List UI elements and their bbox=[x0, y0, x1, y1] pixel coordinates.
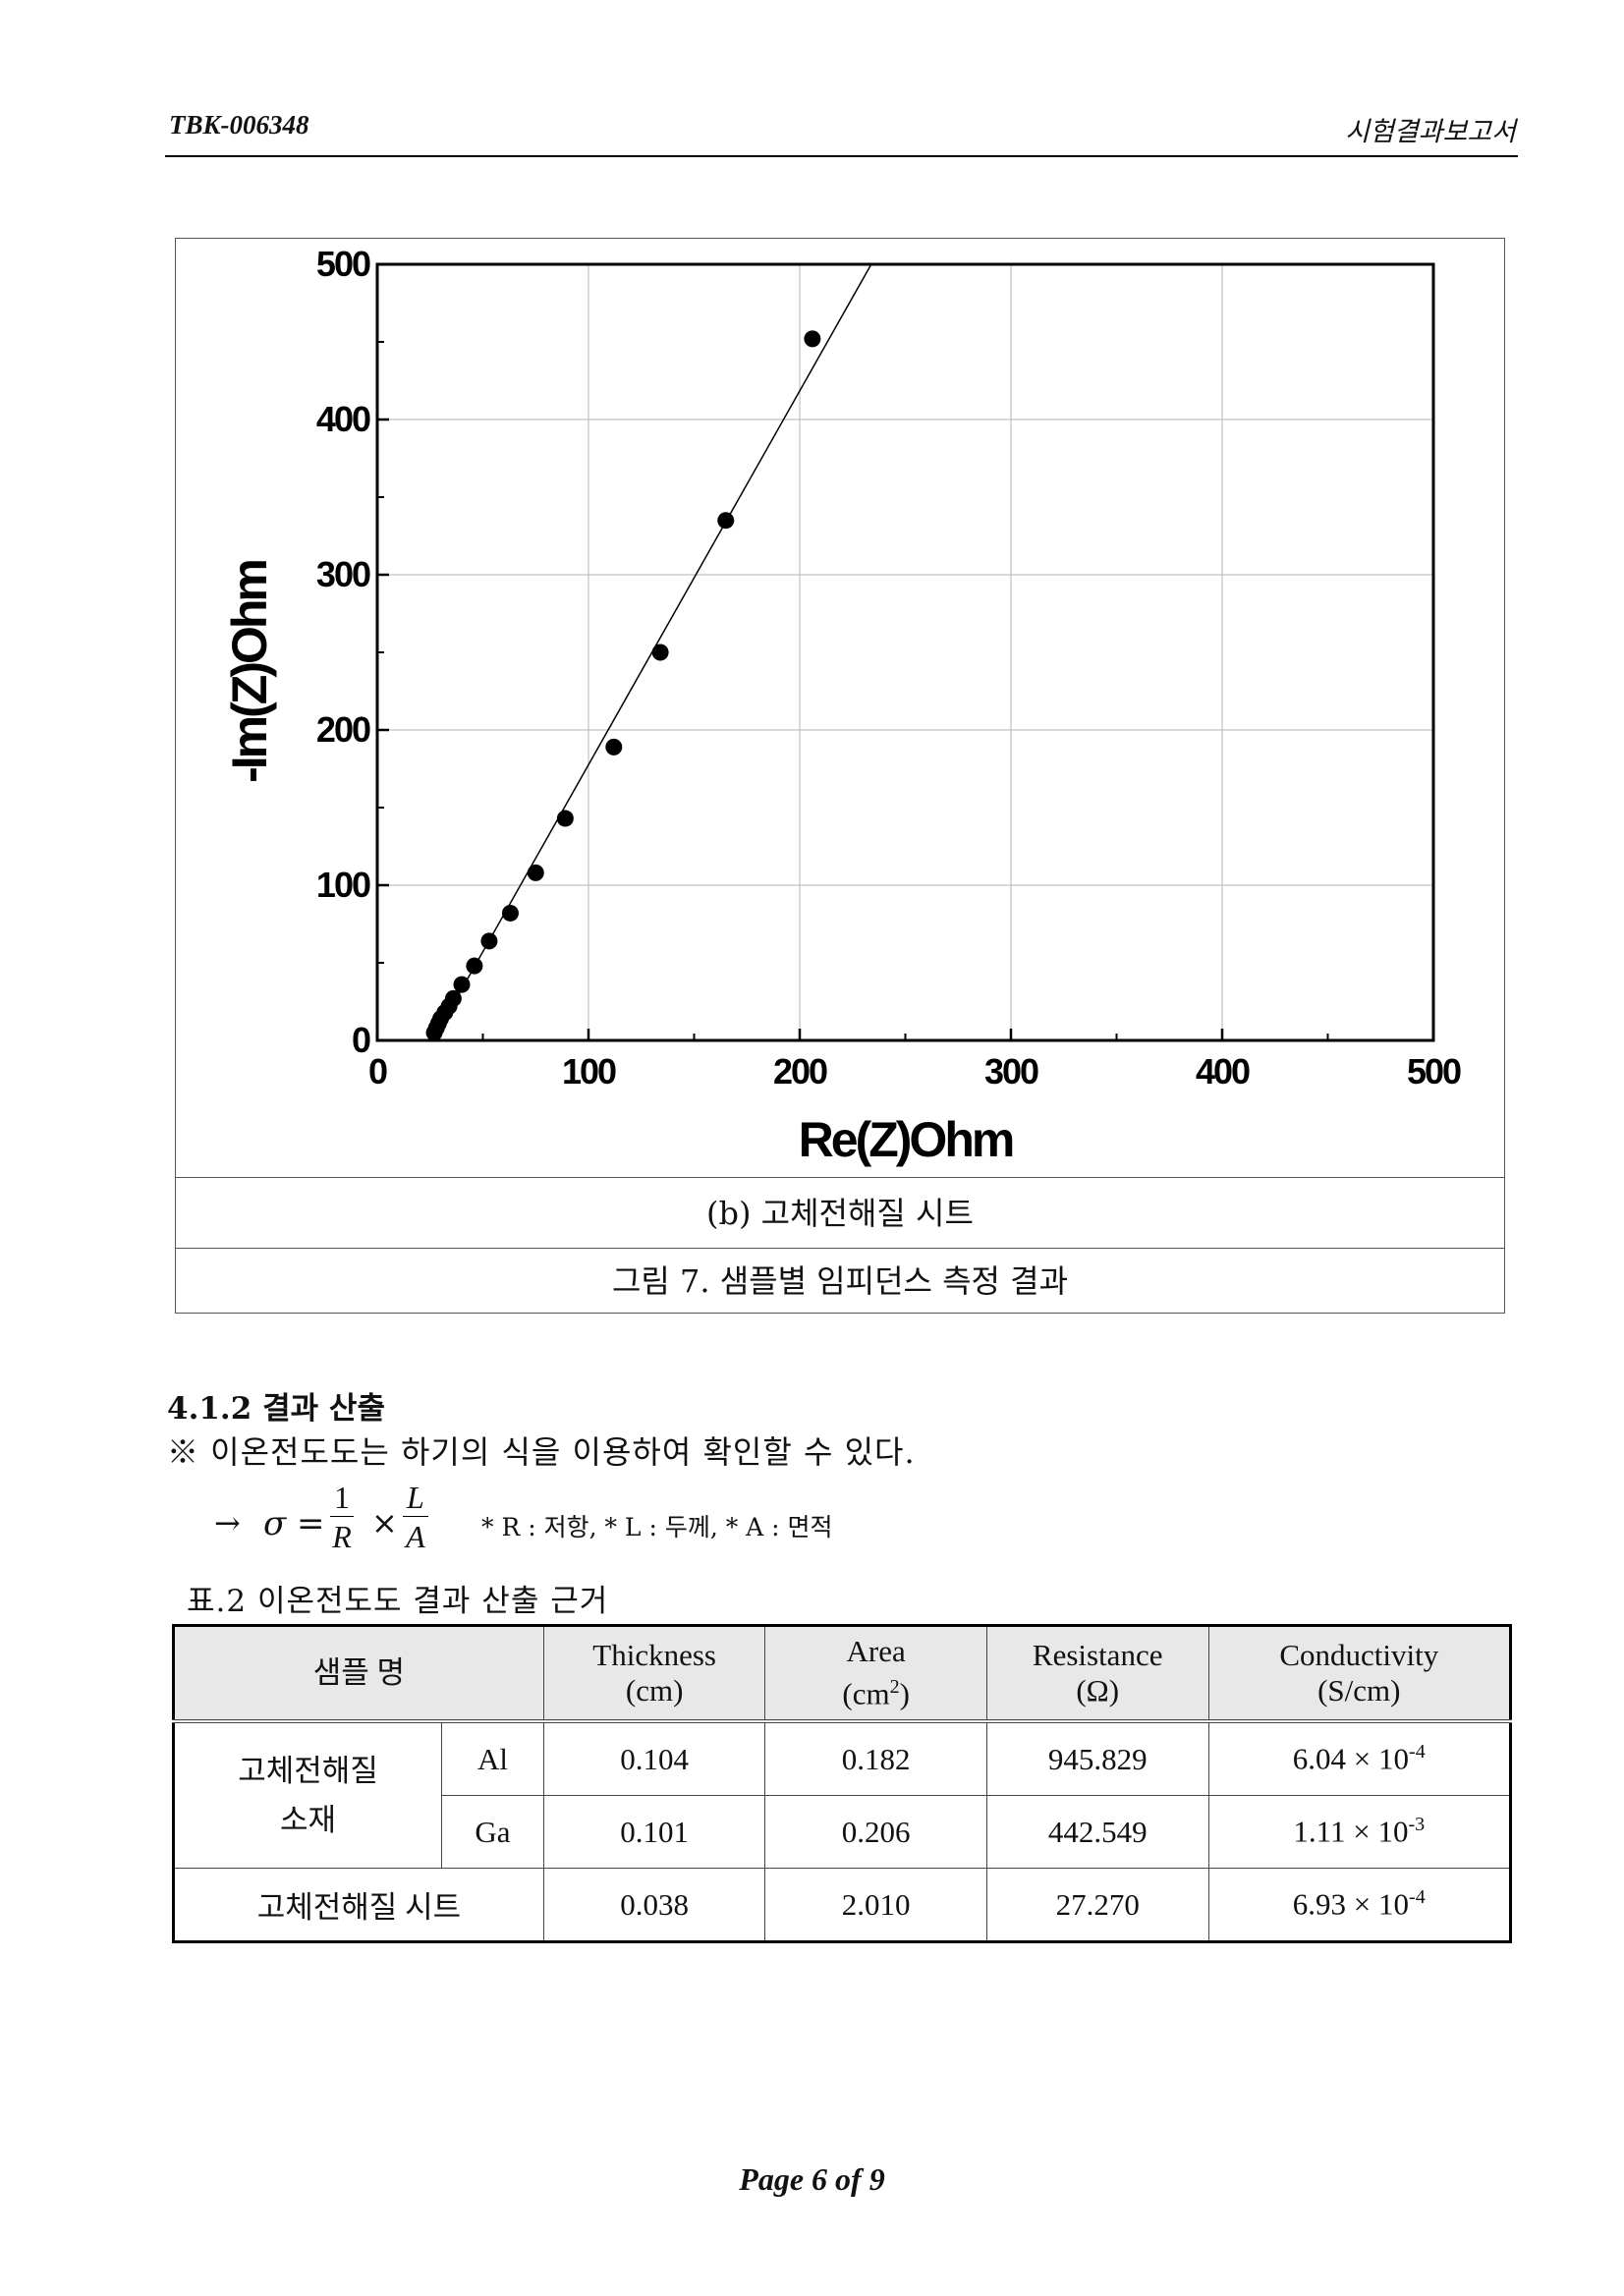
resistance-cell: 945.829 bbox=[985, 1720, 1209, 1796]
fraction-denominator: R bbox=[332, 1519, 352, 1554]
sub-sample: Ga bbox=[441, 1795, 544, 1869]
header-resistance: Resistance (Ω) bbox=[985, 1625, 1209, 1723]
section-note: ※ 이온전도도는 하기의 식을 이용하여 확인할 수 있다. bbox=[167, 1433, 916, 1471]
fraction-l-over-a: L A bbox=[403, 1479, 428, 1556]
header-area: Area (cm2) bbox=[764, 1625, 987, 1723]
sample-name: 고체전해질 시트 bbox=[173, 1868, 544, 1942]
thickness-cell: 0.038 bbox=[542, 1868, 766, 1942]
conductivity-cell: 6.93 × 10-4 bbox=[1207, 1868, 1512, 1942]
header-conductivity-unit: (S/cm) bbox=[1317, 1673, 1401, 1708]
header-area-label: Area bbox=[846, 1634, 906, 1669]
y-tick-label: 400 bbox=[316, 399, 370, 439]
data-point bbox=[605, 738, 623, 756]
x-tick-label: 400 bbox=[1196, 1051, 1250, 1092]
y-axis-label: -Im(Z)Ohm bbox=[222, 561, 277, 783]
y-tick-label: 0 bbox=[352, 1020, 370, 1060]
fraction-numerator: 1 bbox=[330, 1479, 354, 1517]
thickness-cell: 0.104 bbox=[542, 1720, 766, 1796]
fraction-numerator: L bbox=[403, 1479, 428, 1517]
arrow-symbol: → bbox=[214, 1504, 241, 1541]
table-header-row: 샘플 명 Thickness (cm) Area (cm2) Resistanc… bbox=[173, 1625, 1512, 1723]
data-point bbox=[556, 810, 574, 827]
table-row: Ga 0.101 0.206 442.549 1.11 × 10-3 bbox=[174, 1795, 1512, 1869]
group-label: 고체전해질 소재 bbox=[172, 1720, 443, 1869]
header-resistance-label: Resistance bbox=[1032, 1638, 1163, 1672]
y-tick-label: 300 bbox=[316, 554, 370, 594]
sub-sample: Al bbox=[441, 1720, 544, 1796]
data-point bbox=[717, 512, 735, 530]
table-row: 고체전해질 시트 0.038 2.010 27.270 6.93 × 10-4 bbox=[173, 1868, 1512, 1942]
data-point bbox=[453, 976, 471, 993]
figure-box: 0 100 200 300 400 500 0 100 200 300 400 500 Re(Z)Ohm… bbox=[175, 238, 1505, 1314]
data-point bbox=[444, 989, 462, 1007]
header-conductivity-label: Conductivity bbox=[1279, 1638, 1439, 1672]
data-point bbox=[804, 330, 821, 348]
thickness-cell: 0.101 bbox=[542, 1795, 766, 1869]
fraction-denominator: A bbox=[406, 1519, 425, 1554]
conductivity-formula: → σ = 1 R × L A * R : 저항, * L : 두께, * A … bbox=[214, 1479, 1098, 1557]
document-type: 시험결과보고서 bbox=[1345, 117, 1516, 147]
x-tick-label: 0 bbox=[368, 1051, 387, 1092]
data-point bbox=[527, 864, 544, 881]
figure-caption: 그림 7. 샘플별 임피던스 측정 결과 bbox=[176, 1248, 1504, 1313]
data-point bbox=[501, 904, 519, 922]
plot-frame bbox=[375, 262, 1435, 1042]
header-conductivity: Conductivity (S/cm) bbox=[1207, 1625, 1512, 1723]
conductivity-table: 샘플 명 Thickness (cm) Area (cm2) Resistanc… bbox=[172, 1624, 1512, 1943]
data-point bbox=[651, 644, 669, 661]
header-thickness-label: Thickness bbox=[592, 1638, 716, 1672]
section-heading: 4.1.2 결과 산출 bbox=[167, 1391, 385, 1427]
table-caption: 표.2 이온전도도 결과 산출 근거 bbox=[187, 1584, 609, 1619]
y-tick-label: 100 bbox=[316, 865, 370, 905]
header-sample: 샘플 명 bbox=[173, 1625, 544, 1723]
document-id: TBK-006348 bbox=[169, 110, 309, 140]
times-symbol: × bbox=[371, 1504, 398, 1541]
resistance-cell: 442.549 bbox=[985, 1795, 1209, 1869]
fraction-one-over-r: 1 R bbox=[330, 1479, 354, 1556]
area-cell: 2.010 bbox=[764, 1868, 987, 1942]
header-area-unit: (cm2) bbox=[842, 1676, 910, 1711]
formula-legend: * R : 저항, * L : 두께, * A : 면적 bbox=[481, 1513, 833, 1541]
figure-subcaption: (b) 고체전해질 시트 bbox=[176, 1177, 1504, 1248]
area-cell: 0.182 bbox=[764, 1720, 987, 1796]
page-number: Page 6 of 9 bbox=[739, 2161, 885, 2197]
impedance-chart: 0 100 200 300 400 500 0 100 200 300 400 500 Re(Z)Ohm… bbox=[222, 244, 1463, 1167]
resistance-cell: 27.270 bbox=[985, 1868, 1209, 1942]
table-row: 고체전해질 소재 Al 0.104 0.182 945.829 6.04 × 1… bbox=[172, 1720, 1512, 1869]
formula-lhs: σ = bbox=[263, 1504, 325, 1543]
y-tick-label: 200 bbox=[316, 709, 370, 750]
header-thickness-unit: (cm) bbox=[625, 1673, 684, 1708]
x-tick-label: 500 bbox=[1407, 1051, 1461, 1092]
x-axis-label: Re(Z)Ohm bbox=[799, 1112, 1013, 1167]
x-tick-label: 100 bbox=[562, 1051, 616, 1092]
header-resistance-unit: (Ω) bbox=[1076, 1673, 1120, 1708]
conductivity-cell: 6.04 × 10-4 bbox=[1207, 1720, 1512, 1796]
x-tick-label: 300 bbox=[984, 1051, 1038, 1092]
data-point bbox=[466, 957, 483, 975]
conductivity-cell: 1.11 × 10-3 bbox=[1207, 1795, 1512, 1869]
x-tick-label: 200 bbox=[773, 1051, 827, 1092]
header-rule bbox=[165, 155, 1518, 157]
y-tick-label: 500 bbox=[316, 244, 370, 284]
header-thickness: Thickness (cm) bbox=[542, 1625, 766, 1723]
area-cell: 0.206 bbox=[764, 1795, 987, 1869]
data-point bbox=[480, 932, 498, 950]
